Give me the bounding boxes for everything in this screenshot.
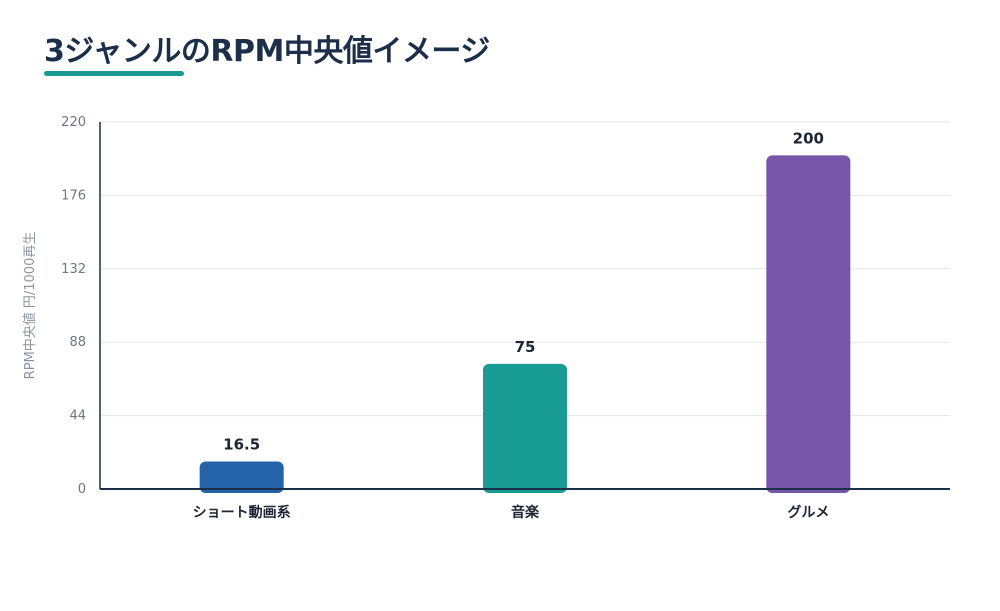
- y-tick-label: 88: [69, 335, 86, 350]
- y-tick-label: 44: [69, 409, 86, 424]
- bars: [199, 155, 851, 493]
- chart-title: 3ジャンルのRPM中央値イメージ: [44, 34, 490, 69]
- y-tick-labels: 0 44 88 132 176 220: [61, 115, 86, 497]
- value-labels: 16.5 75 200: [223, 129, 824, 453]
- y-tick-label: 0: [78, 482, 86, 497]
- category-label: 音楽: [511, 504, 540, 521]
- value-label: 16.5: [223, 435, 260, 453]
- value-label: 75: [515, 338, 536, 356]
- axes: [99, 122, 950, 490]
- bar: [483, 363, 567, 493]
- title-underline: [44, 71, 184, 76]
- y-axis-title: RPM中央値 円/1000再生: [22, 232, 38, 380]
- category-labels: ショート動画系 音楽 グルメ: [193, 504, 830, 521]
- category-label: ショート動画系: [193, 504, 291, 521]
- value-label: 200: [793, 129, 824, 147]
- bar: [766, 155, 851, 493]
- y-tick-label: 132: [61, 262, 86, 277]
- bar: [199, 461, 284, 493]
- y-tick-label: 176: [61, 188, 86, 203]
- y-tick-label: 220: [61, 115, 86, 130]
- category-label: グルメ: [787, 504, 829, 521]
